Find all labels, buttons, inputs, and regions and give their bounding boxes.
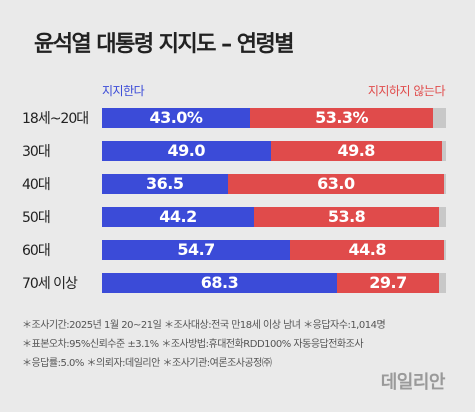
data-label-oppose: 63.0 bbox=[317, 174, 355, 193]
data-label-oppose: 49.8 bbox=[337, 141, 375, 160]
data-label-support: 44.2 bbox=[159, 207, 197, 226]
bar-support bbox=[102, 141, 271, 161]
bar-oppose bbox=[290, 240, 445, 260]
bar-oppose bbox=[254, 207, 440, 227]
bar-oppose bbox=[227, 174, 445, 194]
data-label-oppose: 44.8 bbox=[348, 240, 386, 259]
bar-support bbox=[102, 240, 291, 260]
bar-track: 36.5 63.0 bbox=[102, 174, 446, 194]
bar-track: 49.0 49.8 bbox=[102, 141, 446, 161]
data-label-oppose: 53.3% bbox=[315, 108, 369, 127]
bar-oppose bbox=[336, 273, 440, 293]
data-label-support: 68.3 bbox=[200, 273, 239, 292]
bar-track: 43.0% 53.3% bbox=[102, 108, 446, 128]
chart-title: 윤석열 대통령 지지도 – 연령별 bbox=[34, 32, 295, 57]
data-label-oppose: 29.7 bbox=[369, 273, 407, 292]
category-label: 18세~20대 bbox=[22, 111, 89, 127]
bar-track: 54.7 44.8 bbox=[102, 240, 446, 260]
category-label: 30대 bbox=[22, 144, 51, 160]
bar-oppose bbox=[249, 108, 434, 128]
data-label-support: 49.0 bbox=[167, 141, 206, 160]
data-label-support: 43.0% bbox=[149, 108, 203, 127]
legend-support: 지지한다 bbox=[102, 84, 145, 98]
category-label: 50대 bbox=[22, 210, 51, 226]
bar-support bbox=[102, 273, 337, 293]
legend-oppose: 지지하지 않는다 bbox=[367, 84, 446, 98]
category-label: 70세 이상 bbox=[22, 276, 78, 292]
category-label: 60대 bbox=[22, 243, 51, 259]
data-label-support: 54.7 bbox=[177, 240, 215, 259]
bar-support bbox=[102, 174, 228, 194]
survey-note-3: ＊응답률:5.0% ＊의뢰자:데일리안 ＊조사기관:여론조사공정㈜ bbox=[22, 358, 272, 369]
bar-support bbox=[102, 108, 250, 128]
data-label-support: 36.5 bbox=[146, 174, 184, 193]
category-label: 40대 bbox=[22, 177, 51, 193]
bar-track: 68.3 29.7 bbox=[102, 273, 446, 293]
data-label-oppose: 53.8 bbox=[327, 207, 366, 226]
dailian-logo: 데일리안 bbox=[380, 372, 446, 393]
survey-note-2: ＊표본오차:95%신뢰수준 ±3.1% ＊조사방법:휴대전화RDD100% 자동… bbox=[22, 339, 364, 350]
bar-track: 44.2 53.8 bbox=[102, 207, 446, 227]
bar-oppose bbox=[270, 141, 442, 161]
survey-note-1: ＊조사기간:2025년 1월 20~21일 ＊조사대상:전국 만18세 이상 남… bbox=[22, 320, 386, 331]
bar-support bbox=[102, 207, 255, 227]
